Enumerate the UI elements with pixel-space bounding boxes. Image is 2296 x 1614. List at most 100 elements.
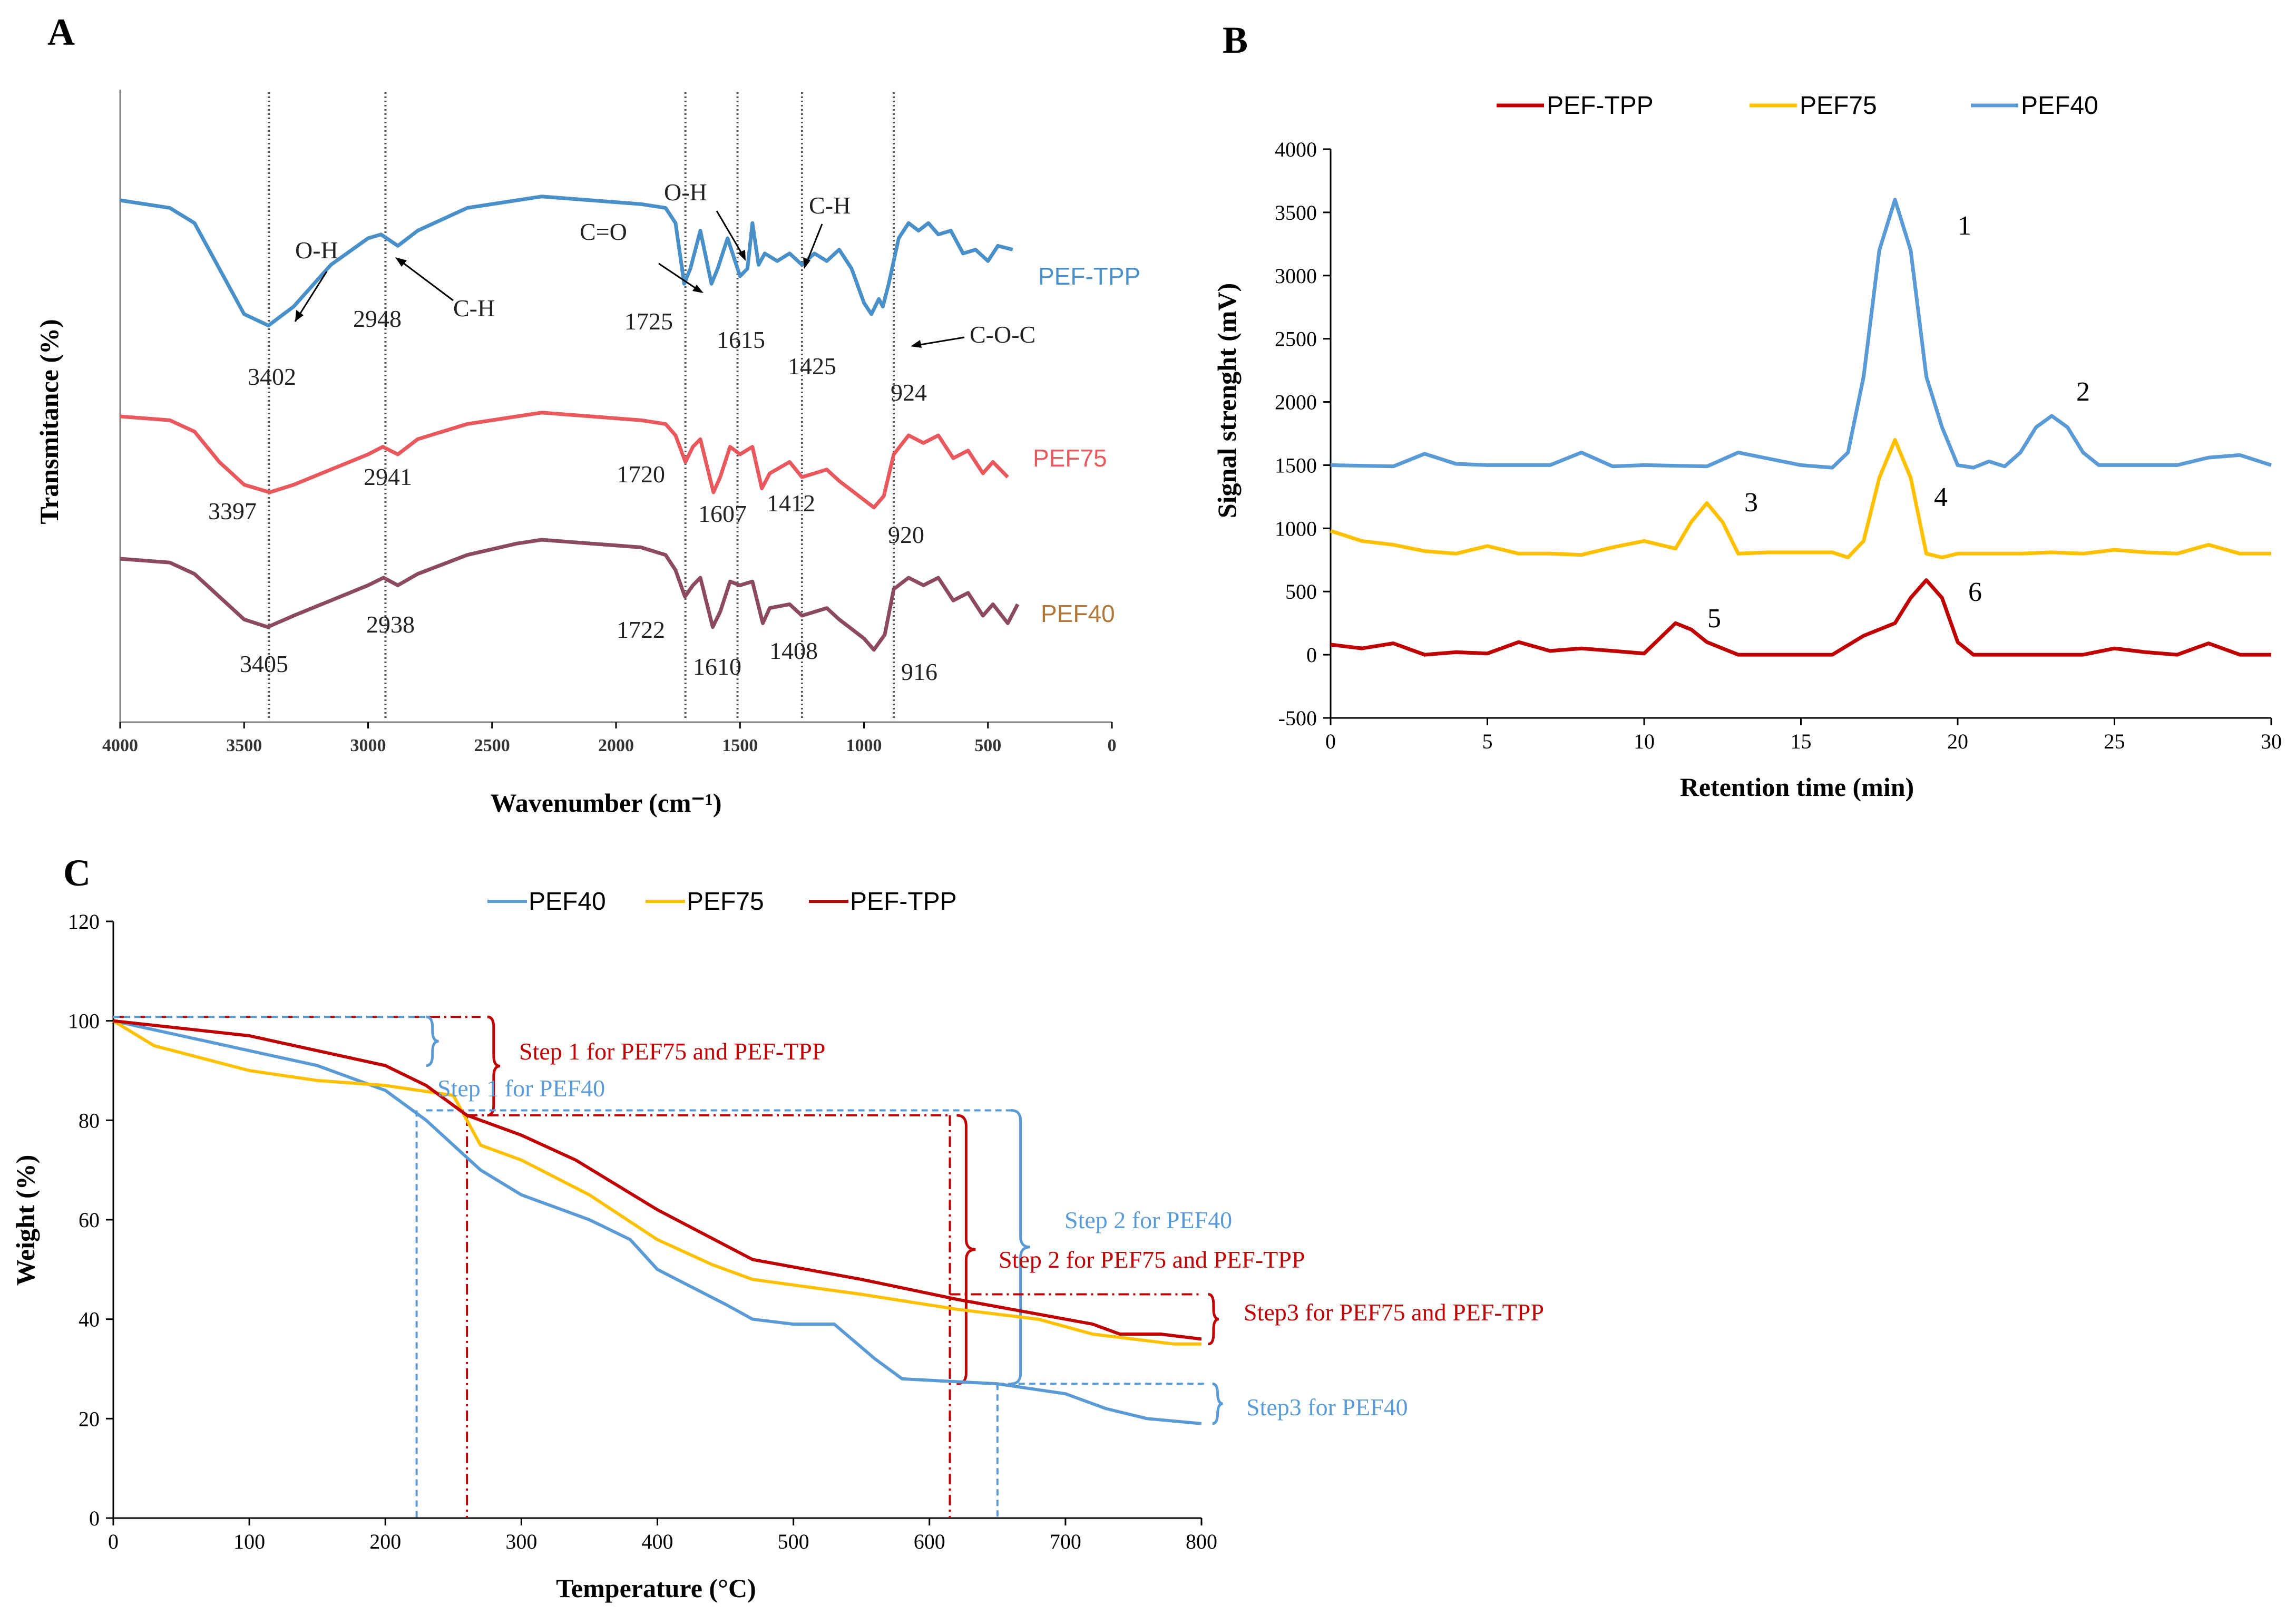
tga-y-tick-label: 80 — [79, 1109, 100, 1132]
retention-y-tick-label: 3500 — [1275, 201, 1317, 225]
ftir-x-tick-label: 2000 — [598, 736, 634, 755]
anno-920: 920 — [888, 521, 924, 548]
retention-y-tick-label: 1500 — [1275, 453, 1317, 477]
tga-x-tick-label: 300 — [505, 1530, 537, 1553]
ftir-x-tick-label: 2500 — [474, 736, 510, 755]
anno-oh: O-H — [295, 237, 338, 264]
anno-3405: 3405 — [240, 650, 288, 677]
ftir-x-tick-label: 3500 — [226, 736, 262, 755]
ftir-x-tick-label: 0 — [1108, 736, 1117, 755]
tga-y-title: Weight (%) — [11, 1155, 40, 1286]
ftir-y-title: Transmitance (%) — [34, 319, 64, 524]
retention-series-pef40 — [1330, 198, 2272, 470]
tga-y-tick-label: 120 — [68, 910, 100, 934]
arrow-oh2 — [716, 210, 744, 256]
anno-coc: C-O-C — [970, 321, 1035, 348]
retention-x-tick-label: 25 — [2104, 730, 2125, 753]
tga-x-tick-label: 600 — [914, 1530, 945, 1553]
anno-3402: 3402 — [248, 363, 296, 390]
anno-co: C=O — [580, 218, 627, 245]
retention-x-tick-label: 30 — [2261, 730, 2282, 753]
tga-x-tick-label: 400 — [642, 1530, 673, 1553]
anno-2948: 2948 — [353, 305, 402, 332]
ftir-series-pef75 — [120, 411, 1009, 510]
peak-label-2: 2 — [2076, 377, 2090, 407]
retention-y-tick-label: -500 — [1278, 706, 1317, 730]
anno-2938: 2938 — [366, 611, 415, 638]
arrowhead-oh2 — [738, 250, 746, 261]
tga-y-tick-label: 60 — [79, 1208, 100, 1232]
ftir-chart: 4000 3500 3000 2500 2000 1500 1000 500 0 Wavenum… — [34, 90, 1140, 818]
step1-red-label: Step 1 for PEF75 and PEF-TPP — [519, 1038, 825, 1065]
ftir-series-pef-tpp — [120, 195, 1013, 328]
step2-red-label: Step 2 for PEF75 and PEF-TPP — [999, 1246, 1305, 1273]
anno-1412: 1412 — [767, 490, 815, 517]
peak-label-5: 5 — [1707, 604, 1721, 634]
legend-c-pef75: PEF75 — [687, 888, 764, 916]
ftir-x-tick-label: 1000 — [846, 736, 882, 755]
tga-x-tick-label: 0 — [108, 1530, 119, 1553]
step3-blue-brace — [1212, 1382, 1223, 1425]
retention-series-pef-tpp — [1330, 578, 2271, 657]
arrowhead-ch — [395, 257, 407, 267]
ftir-x-tick-label: 1500 — [722, 736, 758, 755]
arrow-co — [658, 262, 699, 291]
anno-1607: 1607 — [698, 500, 747, 527]
retention-y-tick-label: 0 — [1306, 643, 1317, 667]
step1-blue-brace — [426, 1015, 439, 1067]
retention-x-title: Retention time (min) — [1680, 772, 1914, 802]
legend-c-pef-tpp: PEF-TPP — [850, 888, 957, 916]
ftir-label-pef-tpp: PEF-TPP — [1038, 262, 1140, 290]
tga-x-title: Temperature (°C) — [556, 1573, 756, 1603]
tga-x-tick-label: 100 — [233, 1530, 265, 1553]
tga-y-tick-label: 20 — [79, 1407, 100, 1431]
tga-series-pef75 — [112, 1019, 1201, 1346]
retention-series-pef75 — [1330, 438, 2271, 559]
anno-3397: 3397 — [208, 498, 257, 524]
retention-y-tick-label: 2000 — [1275, 391, 1317, 414]
legend-b-pef-tpp: PEF-TPP — [1547, 92, 1654, 120]
ftir-x-title: Wavenumber (cm⁻¹) — [490, 788, 721, 818]
tga-y-tick-label: 0 — [89, 1506, 100, 1530]
arrow-ch — [400, 260, 454, 302]
step3-red-label: Step3 for PEF75 and PEF-TPP — [1244, 1299, 1544, 1326]
tga-series-pef40 — [113, 1019, 1202, 1425]
anno-1425: 1425 — [788, 353, 836, 380]
anno-ch: C-H — [453, 295, 495, 322]
panel-c-letter: C — [63, 852, 91, 894]
tga-x-tick-label: 500 — [778, 1530, 809, 1553]
anno-1615: 1615 — [717, 326, 765, 353]
anno-1408: 1408 — [769, 637, 818, 664]
ftir-series-pef40 — [120, 538, 1020, 652]
anno-924: 924 — [891, 379, 927, 406]
anno-ch2: C-H — [809, 192, 851, 219]
tga-x-tick-label: 200 — [369, 1530, 401, 1553]
peak-label-6: 6 — [1968, 577, 1982, 607]
retention-y-tick-label: 4000 — [1275, 138, 1317, 161]
anno-oh2: O-H — [664, 179, 707, 206]
anno-1610: 1610 — [693, 653, 741, 680]
arrowhead-ch2 — [803, 257, 810, 269]
tga-x-tick-label: 700 — [1050, 1530, 1081, 1553]
anno-916: 916 — [901, 658, 937, 685]
anno-2941: 2941 — [364, 463, 412, 490]
step3-red-brace — [1208, 1293, 1219, 1346]
ftir-label-pef40: PEF40 — [1041, 600, 1115, 627]
arrow-ch2 — [805, 223, 823, 264]
retention-y-tick-label: 2500 — [1275, 327, 1317, 351]
arrow-coc — [916, 336, 965, 346]
tga-series-pef-tpp — [113, 1019, 1202, 1341]
retention-x-tick-label: 5 — [1482, 730, 1493, 753]
step1-blue-label: Step 1 for PEF40 — [437, 1075, 605, 1102]
tga-y-tick-label: 100 — [68, 1009, 100, 1033]
anno-1720: 1720 — [617, 461, 665, 488]
retention-x-tick-label: 10 — [1634, 730, 1655, 753]
arrowhead-co — [692, 285, 704, 293]
anno-1722: 1722 — [617, 616, 665, 643]
arrowhead-coc — [911, 340, 922, 348]
step2-blue-label: Step 2 for PEF40 — [1064, 1207, 1232, 1233]
ftir-label-pef75: PEF75 — [1033, 444, 1107, 472]
legend-b-pef40: PEF40 — [2021, 92, 2098, 120]
panel-b-letter: B — [1223, 19, 1248, 61]
